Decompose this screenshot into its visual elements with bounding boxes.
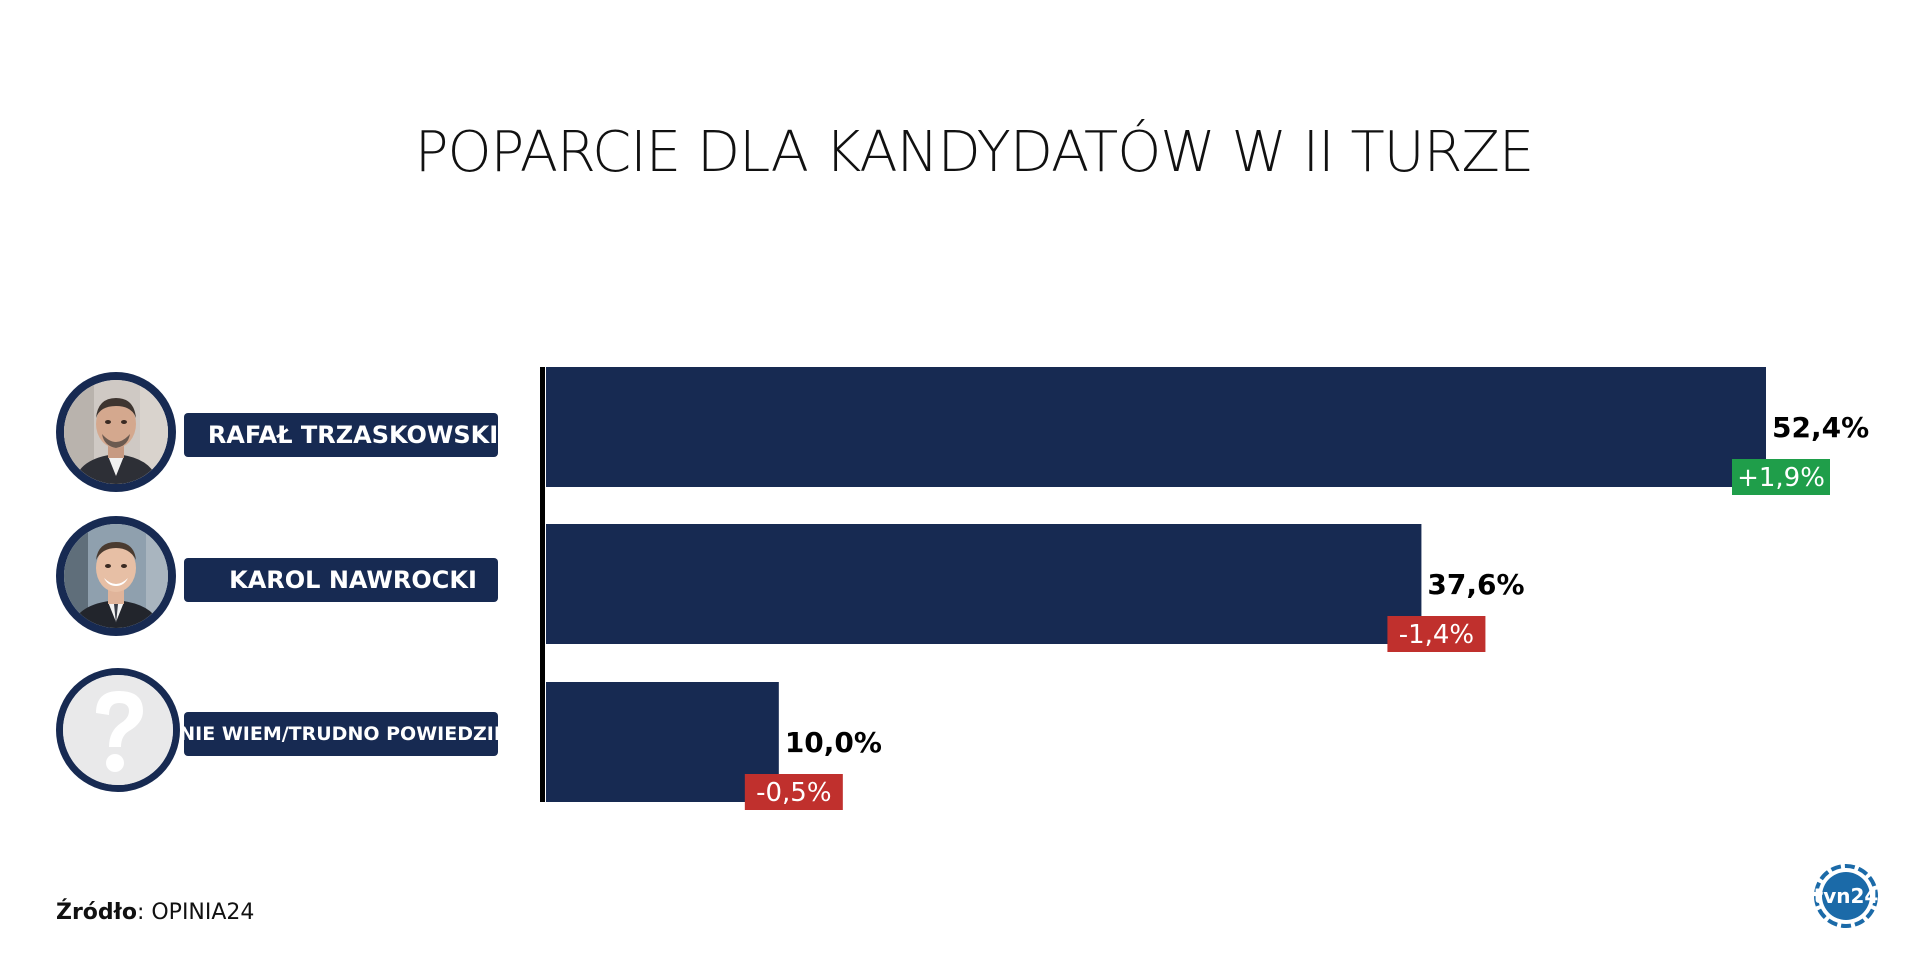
change-label: -0,5% <box>756 778 831 808</box>
tvn24-logo[interactable]: tvn24 <box>1808 858 1884 934</box>
bar <box>546 682 779 802</box>
avatar-nawrocki <box>56 516 176 636</box>
change-badge <box>744 774 843 810</box>
avatar-trzaskowski <box>56 372 176 492</box>
logo-text: tvn24 <box>1814 884 1879 908</box>
person-photo-icon <box>64 380 168 484</box>
avatar-undecided <box>56 668 180 792</box>
candidate-label: KAROL NAWROCKI <box>184 558 498 602</box>
change-badge <box>1732 459 1830 495</box>
bar <box>546 367 1766 487</box>
chart-title: POPARCIE DLA KANDYDATÓW W II TURZE <box>414 120 1535 185</box>
source-value: : OPINIA24 <box>136 900 255 925</box>
value-label: 37,6% <box>1427 568 1524 601</box>
candidate-label: NIE WIEM/TRUDNO POWIEDZIEĆ <box>179 712 521 756</box>
axis-line <box>540 367 545 802</box>
question-mark-icon <box>63 675 173 785</box>
change-label: -1,4% <box>1399 620 1474 650</box>
change-badge <box>1387 616 1486 652</box>
source-note: Źródło: OPINIA24 <box>56 900 254 925</box>
bar <box>546 524 1422 644</box>
value-label: 10,0% <box>785 726 882 759</box>
candidate-label: RAFAŁ TRZASKOWSKI <box>184 413 498 457</box>
value-label: 52,4% <box>1772 411 1869 444</box>
change-label: +1,9% <box>1737 463 1825 493</box>
source-label: Źródło <box>56 900 137 925</box>
person-photo-icon <box>64 524 168 628</box>
